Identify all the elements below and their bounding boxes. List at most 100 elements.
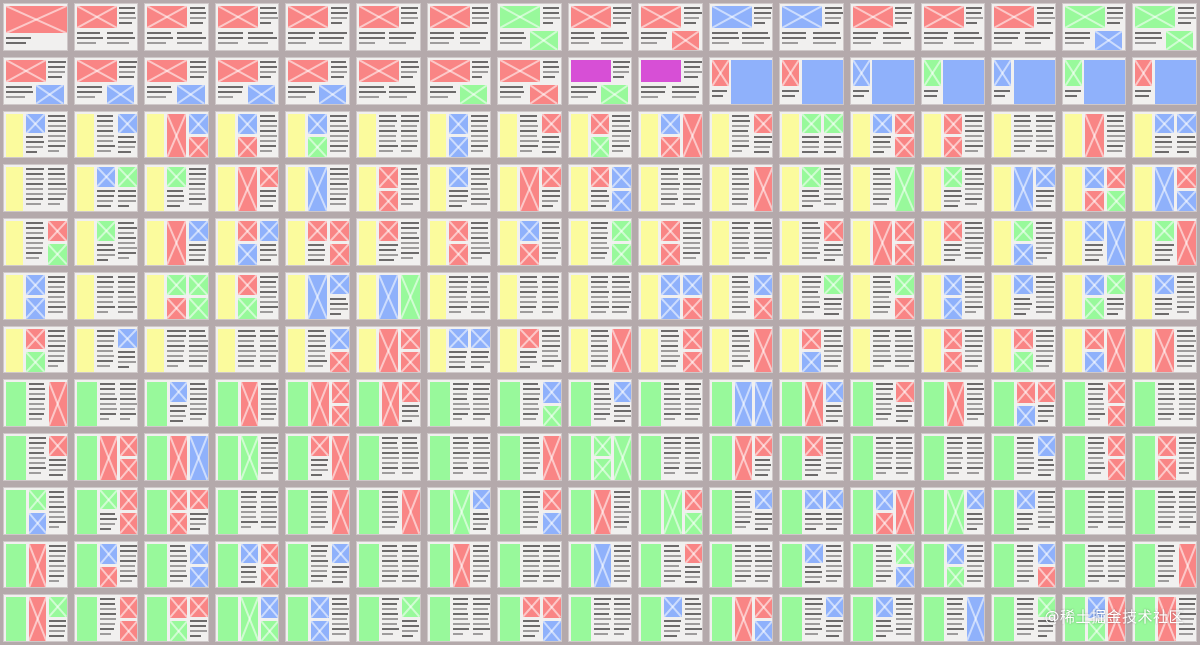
layout-thumbnail[interactable] [355,218,421,266]
layout-thumbnail[interactable] [850,379,915,427]
layout-thumbnail[interactable] [73,325,139,374]
layout-thumbnail[interactable] [285,486,350,535]
layout-thumbnail[interactable] [991,271,1056,320]
layout-thumbnail[interactable] [73,110,139,159]
layout-thumbnail[interactable] [73,271,139,320]
layout-thumbnail[interactable] [426,164,492,212]
layout-thumbnail[interactable] [779,433,845,481]
layout-thumbnail[interactable] [991,486,1056,535]
layout-thumbnail[interactable] [497,540,562,589]
layout-thumbnail[interactable] [567,486,633,535]
layout-thumbnail[interactable] [920,164,986,212]
layout-thumbnail[interactable] [850,218,915,266]
layout-thumbnail[interactable] [850,594,915,642]
layout-thumbnail[interactable] [779,110,845,159]
layout-thumbnail[interactable] [144,218,209,266]
layout-thumbnail[interactable] [708,110,774,159]
layout-thumbnail[interactable] [638,325,703,374]
layout-thumbnail[interactable] [638,540,703,589]
layout-thumbnail[interactable] [567,218,633,266]
layout-thumbnail[interactable] [355,433,421,481]
layout-thumbnail[interactable] [850,3,915,51]
layout-thumbnail[interactable] [3,433,68,481]
layout-thumbnail[interactable] [708,486,774,535]
layout-thumbnail[interactable] [73,218,139,266]
layout-thumbnail[interactable] [638,433,703,481]
layout-thumbnail[interactable] [355,486,421,535]
layout-thumbnail[interactable] [1132,271,1197,320]
layout-thumbnail[interactable] [779,271,845,320]
layout-thumbnail[interactable] [1061,218,1127,266]
layout-thumbnail[interactable] [355,379,421,427]
layout-thumbnail[interactable] [355,164,421,212]
layout-thumbnail[interactable] [144,164,209,212]
layout-thumbnail[interactable] [991,594,1056,642]
layout-thumbnail[interactable] [3,218,68,266]
layout-thumbnail[interactable] [638,594,703,642]
layout-thumbnail[interactable] [567,594,633,642]
layout-thumbnail[interactable] [214,110,280,159]
layout-thumbnail[interactable] [497,271,562,320]
layout-thumbnail[interactable] [144,540,209,589]
layout-thumbnail[interactable] [73,164,139,212]
layout-thumbnail[interactable] [73,594,139,642]
layout-thumbnail[interactable] [73,433,139,481]
layout-thumbnail[interactable] [779,594,845,642]
layout-thumbnail[interactable] [991,433,1056,481]
layout-thumbnail[interactable] [285,110,350,159]
layout-thumbnail[interactable] [497,56,562,105]
layout-thumbnail[interactable] [708,379,774,427]
layout-thumbnail[interactable] [850,486,915,535]
layout-thumbnail[interactable] [426,110,492,159]
layout-thumbnail[interactable] [1061,271,1127,320]
layout-thumbnail[interactable] [73,540,139,589]
layout-thumbnail[interactable] [426,379,492,427]
layout-thumbnail[interactable] [285,325,350,374]
layout-thumbnail[interactable] [920,379,986,427]
layout-thumbnail[interactable] [214,325,280,374]
layout-thumbnail[interactable] [638,218,703,266]
layout-thumbnail[interactable] [144,110,209,159]
layout-thumbnail[interactable] [567,433,633,481]
layout-thumbnail[interactable] [3,56,68,105]
layout-thumbnail[interactable] [1132,594,1197,642]
layout-thumbnail[interactable] [497,218,562,266]
layout-thumbnail[interactable] [1132,110,1197,159]
layout-thumbnail[interactable] [426,3,492,51]
layout-thumbnail[interactable] [1132,3,1197,51]
layout-thumbnail[interactable] [1061,486,1127,535]
layout-thumbnail[interactable] [1132,379,1197,427]
layout-thumbnail[interactable] [426,271,492,320]
layout-thumbnail[interactable] [497,110,562,159]
layout-thumbnail[interactable] [708,433,774,481]
layout-thumbnail[interactable] [3,325,68,374]
layout-thumbnail[interactable] [497,3,562,51]
layout-thumbnail[interactable] [3,540,68,589]
layout-thumbnail[interactable] [73,56,139,105]
layout-thumbnail[interactable] [567,110,633,159]
layout-thumbnail[interactable] [355,540,421,589]
layout-thumbnail[interactable] [426,325,492,374]
layout-thumbnail[interactable] [638,3,703,51]
layout-thumbnail[interactable] [991,325,1056,374]
layout-thumbnail[interactable] [920,433,986,481]
layout-thumbnail[interactable] [920,540,986,589]
layout-thumbnail[interactable] [850,110,915,159]
layout-thumbnail[interactable] [1061,56,1127,105]
layout-thumbnail[interactable] [638,56,703,105]
layout-thumbnail[interactable] [3,110,68,159]
layout-thumbnail[interactable] [1132,218,1197,266]
layout-thumbnail[interactable] [73,379,139,427]
layout-thumbnail[interactable] [1132,486,1197,535]
layout-thumbnail[interactable] [779,164,845,212]
layout-thumbnail[interactable] [3,379,68,427]
layout-thumbnail[interactable] [355,56,421,105]
layout-thumbnail[interactable] [638,486,703,535]
layout-thumbnail[interactable] [426,433,492,481]
layout-thumbnail[interactable] [991,379,1056,427]
layout-thumbnail[interactable] [497,164,562,212]
layout-thumbnail[interactable] [708,271,774,320]
layout-thumbnail[interactable] [285,271,350,320]
layout-thumbnail[interactable] [638,164,703,212]
layout-thumbnail[interactable] [355,325,421,374]
